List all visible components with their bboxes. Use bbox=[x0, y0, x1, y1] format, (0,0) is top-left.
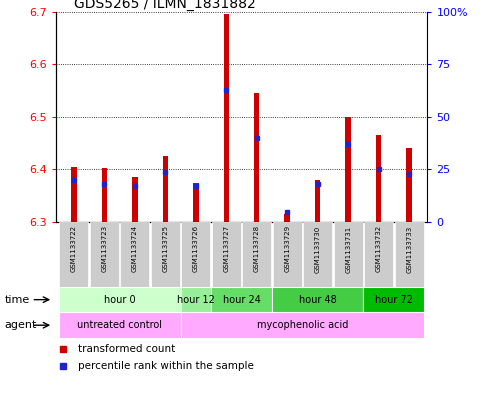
Text: GSM1133727: GSM1133727 bbox=[223, 225, 229, 272]
Bar bbox=[345, 117, 351, 222]
Bar bbox=[284, 214, 290, 222]
Text: transformed count: transformed count bbox=[78, 344, 175, 354]
Bar bbox=[254, 93, 259, 222]
Bar bbox=[181, 222, 211, 287]
Text: mycophenolic acid: mycophenolic acid bbox=[257, 320, 348, 330]
Bar bbox=[132, 177, 138, 222]
Bar bbox=[376, 135, 382, 222]
Text: GSM1133732: GSM1133732 bbox=[376, 225, 382, 272]
Text: GSM1133731: GSM1133731 bbox=[345, 225, 351, 272]
Text: hour 0: hour 0 bbox=[104, 295, 135, 305]
Text: GSM1133733: GSM1133733 bbox=[406, 225, 412, 272]
Text: agent: agent bbox=[5, 320, 37, 330]
Text: GSM1133725: GSM1133725 bbox=[162, 225, 168, 272]
Bar bbox=[272, 287, 363, 312]
Text: untreated control: untreated control bbox=[77, 320, 162, 330]
Text: GSM1133724: GSM1133724 bbox=[132, 225, 138, 272]
Text: GSM1133726: GSM1133726 bbox=[193, 225, 199, 272]
Bar bbox=[363, 287, 425, 312]
Text: GDS5265 / ILMN_1831882: GDS5265 / ILMN_1831882 bbox=[74, 0, 256, 11]
Text: hour 24: hour 24 bbox=[223, 295, 260, 305]
Text: GSM1133729: GSM1133729 bbox=[284, 225, 290, 272]
Text: GSM1133728: GSM1133728 bbox=[254, 225, 260, 272]
Bar bbox=[120, 222, 149, 287]
Bar bbox=[58, 312, 181, 338]
Bar bbox=[224, 15, 229, 222]
Bar bbox=[181, 312, 425, 338]
Bar bbox=[315, 180, 320, 222]
Bar bbox=[71, 167, 77, 222]
Text: GSM1133722: GSM1133722 bbox=[71, 225, 77, 272]
Text: GSM1133723: GSM1133723 bbox=[101, 225, 107, 272]
Bar bbox=[151, 222, 180, 287]
Bar bbox=[163, 156, 168, 222]
Bar bbox=[395, 222, 424, 287]
Bar bbox=[181, 287, 211, 312]
Bar bbox=[58, 287, 181, 312]
Text: time: time bbox=[5, 295, 30, 305]
Bar bbox=[364, 222, 393, 287]
Bar bbox=[59, 222, 88, 287]
Text: hour 48: hour 48 bbox=[299, 295, 337, 305]
Text: hour 72: hour 72 bbox=[375, 295, 413, 305]
Bar bbox=[211, 287, 272, 312]
Bar bbox=[406, 149, 412, 222]
Text: percentile rank within the sample: percentile rank within the sample bbox=[78, 361, 254, 371]
Bar bbox=[334, 222, 363, 287]
Bar bbox=[242, 222, 271, 287]
Bar bbox=[193, 183, 199, 222]
Text: GSM1133730: GSM1133730 bbox=[315, 225, 321, 272]
Bar bbox=[90, 222, 119, 287]
Bar bbox=[212, 222, 241, 287]
Bar bbox=[272, 222, 302, 287]
Bar bbox=[303, 222, 332, 287]
Text: hour 12: hour 12 bbox=[177, 295, 215, 305]
Bar bbox=[101, 169, 107, 222]
